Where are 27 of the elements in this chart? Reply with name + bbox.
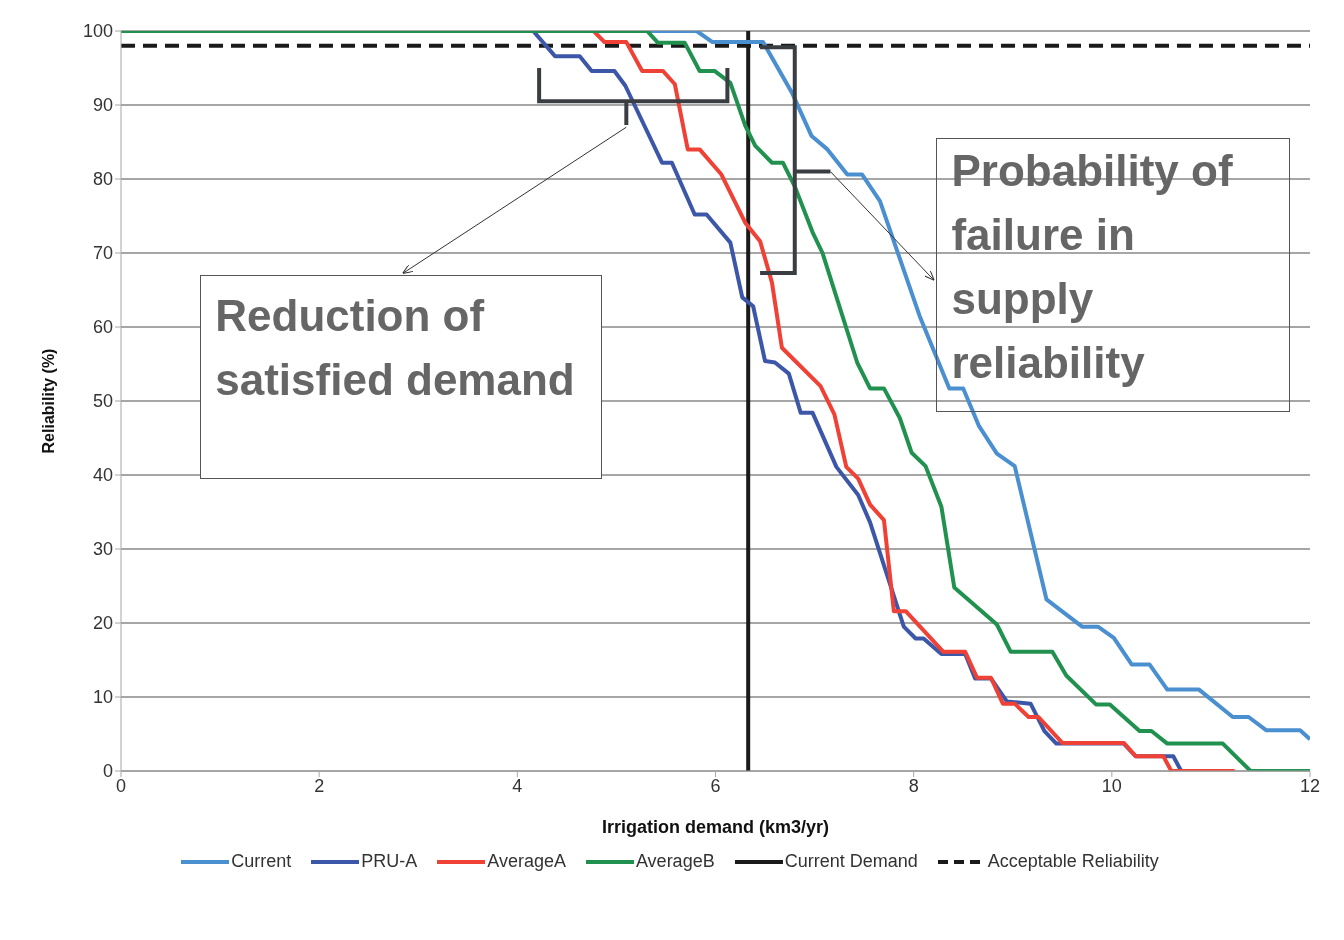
y-tick-label: 0	[102, 761, 113, 782]
legend-label: Current	[231, 851, 292, 872]
y-tick-label: 40	[92, 465, 113, 486]
y-axis-title: Reliability (%)	[39, 348, 57, 454]
x-axis-title: Irrigation demand (km3/yr)	[601, 817, 830, 837]
legend-label: AverageA	[487, 851, 566, 872]
y-tick-label: 30	[92, 539, 113, 560]
legend-label: Acceptable Reliability	[987, 851, 1159, 872]
x-tick-label: 4	[512, 775, 523, 796]
x-tick-label: 2	[314, 775, 325, 796]
x-tick-label: 10	[1101, 775, 1122, 796]
y-tick-label: 10	[92, 687, 113, 708]
x-tick-label: 6	[710, 775, 721, 796]
legend-label: PRU-A	[361, 851, 418, 872]
annotation: Reduction of satisfied demand	[200, 275, 602, 479]
y-tick-label: 70	[92, 243, 113, 264]
y-tick-label: 50	[92, 391, 113, 412]
x-tick-label: 8	[908, 775, 919, 796]
y-tick-label: 20	[92, 613, 113, 634]
y-tick-label: 90	[92, 95, 113, 116]
legend-label: Current Demand	[784, 851, 918, 872]
y-tick-label: 100	[82, 21, 113, 42]
x-tick-label: 12	[1299, 775, 1321, 796]
x-tick-label: 0	[115, 775, 127, 796]
legend-label: AverageB	[635, 851, 715, 872]
y-tick-label: 60	[92, 317, 113, 338]
y-tick-label: 80	[92, 169, 113, 190]
